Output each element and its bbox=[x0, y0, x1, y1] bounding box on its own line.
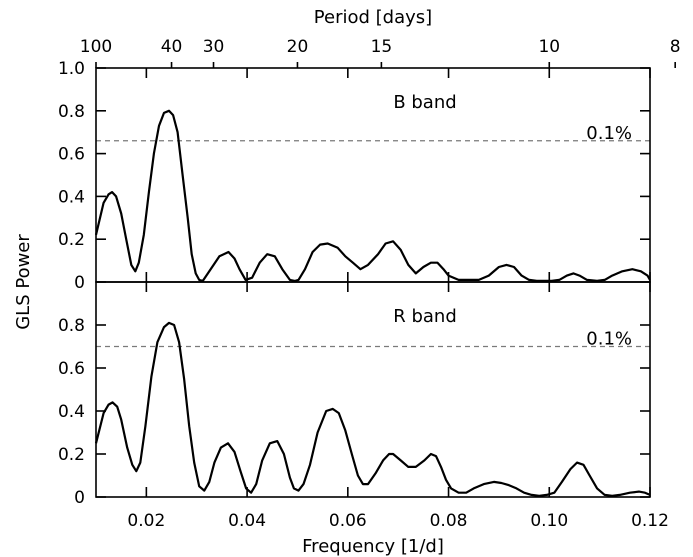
y-tick-label: 0.6 bbox=[58, 359, 85, 379]
threshold-label: 0.1% bbox=[586, 329, 632, 350]
x-axis-title: Frequency [1/d] bbox=[302, 536, 444, 557]
y-tick-label: 0 bbox=[74, 273, 85, 293]
threshold-label: 0.1% bbox=[586, 123, 632, 144]
period-tick-label: 8 bbox=[670, 37, 681, 57]
r-band-panel: 0.1% R band 0 0.2 0.4 0.6 0.8 bbox=[58, 281, 651, 508]
top-axis-title: Period [days] bbox=[314, 7, 432, 28]
y-tick-label: 0.6 bbox=[58, 145, 85, 165]
panel-frame bbox=[95, 67, 651, 283]
power-curve bbox=[94, 321, 651, 497]
power-curve bbox=[94, 109, 651, 282]
y-tick-label: 0.4 bbox=[58, 187, 85, 207]
y-tick-label: 1.0 bbox=[58, 59, 85, 79]
panel-frame bbox=[95, 281, 651, 498]
x-tick-label: 0.10 bbox=[530, 511, 568, 531]
y-tick-label: 0.8 bbox=[58, 316, 85, 336]
y-tick-label: 0.8 bbox=[58, 102, 85, 122]
band-label: R band bbox=[393, 306, 457, 327]
y-tick-label: 0.4 bbox=[58, 402, 85, 422]
period-tick-label: 30 bbox=[203, 37, 225, 57]
y-axis-title: GLS Power bbox=[13, 234, 34, 330]
y-tick-label: 0.2 bbox=[58, 230, 85, 250]
period-tick-label: 20 bbox=[287, 37, 309, 57]
period-tick-label: 10 bbox=[538, 37, 560, 57]
x-tick-label: 0.04 bbox=[228, 511, 266, 531]
x-tick-label: 0.08 bbox=[430, 511, 468, 531]
period-tick-label: 100 bbox=[80, 37, 112, 57]
b-band-panel: 0.1% B band 0 0.2 0.4 0.6 0.8 1.0 bbox=[58, 59, 651, 293]
frequency-bottom-axis: 0.02 0.04 0.06 0.08 0.10 0.12 bbox=[127, 511, 668, 531]
x-tick-label: 0.02 bbox=[127, 511, 165, 531]
y-tick-label: 0 bbox=[74, 488, 85, 508]
x-tick-label: 0.06 bbox=[329, 511, 367, 531]
period-top-axis: Period [days] 100 40 30 20 15 10 8 bbox=[80, 7, 681, 68]
y-tick-label: 0.2 bbox=[58, 445, 85, 465]
band-label: B band bbox=[393, 92, 456, 113]
x-tick-label: 0.12 bbox=[631, 511, 669, 531]
period-tick-label: 15 bbox=[371, 37, 393, 57]
period-tick-label: 40 bbox=[161, 37, 183, 57]
